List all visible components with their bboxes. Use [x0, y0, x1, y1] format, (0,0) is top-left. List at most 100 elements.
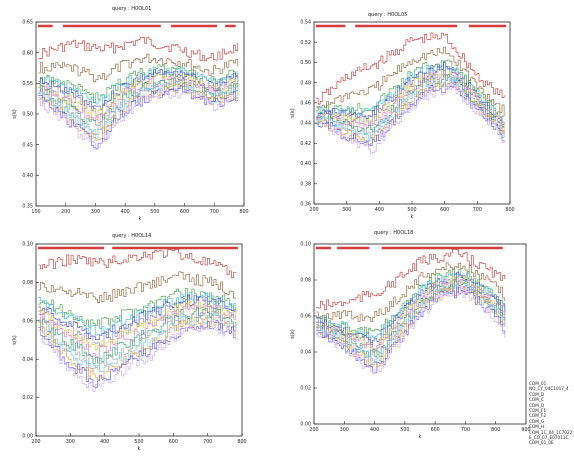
plot-area [35, 21, 245, 207]
y-axis-label: s(k) [12, 109, 18, 118]
y-tick-label: 0.46 [300, 100, 311, 106]
y-tick-label: 0.44 [300, 121, 311, 127]
y-tick-label: 0.00 [22, 434, 33, 440]
series-line [38, 292, 237, 336]
y-tick-label: 0.52 [300, 40, 311, 46]
x-tick-label: 600 [169, 439, 178, 445]
series-line [316, 46, 505, 116]
series-line [38, 89, 239, 149]
y-tick-label: 0.02 [22, 395, 33, 401]
y-tick-label: 0.54 [300, 20, 311, 26]
series-line [38, 310, 237, 370]
x-axis-label: k [419, 434, 422, 440]
series-line [316, 276, 506, 353]
series-line [316, 70, 505, 133]
series-line [38, 66, 239, 105]
series-line [316, 60, 505, 125]
legend-entry: COM_1C_04_1C7022 [529, 429, 573, 435]
chart-title: query : H0OL18 [374, 230, 414, 236]
y-tick-label: 0.55 [22, 81, 33, 87]
series-line [38, 79, 239, 135]
legend-entry: COM_F1 [529, 408, 546, 414]
y-tick-label: 0.04 [22, 357, 33, 363]
series-line [316, 81, 505, 147]
x-tick-label: 600 [431, 427, 440, 433]
legend-entry: COM_01_0E [529, 440, 554, 446]
x-tick-label: 400 [370, 427, 379, 433]
y-tick-label: 0.38 [300, 181, 311, 187]
x-tick-label: 400 [375, 207, 384, 213]
x-tick-label: 200 [31, 439, 40, 445]
series-line [316, 268, 506, 335]
x-tick-label: 700 [461, 427, 470, 433]
x-tick-label: 100 [31, 209, 40, 215]
plot-area [313, 21, 511, 205]
y-tick-label: 0.10 [22, 242, 33, 248]
x-tick-label: 300 [91, 209, 100, 215]
x-tick-label: 200 [309, 427, 318, 433]
legend-entry: COM_01 [529, 381, 547, 386]
series-line [316, 77, 505, 138]
legend-entry: COM_C [529, 397, 544, 403]
x-tick-label: 800 [505, 207, 514, 213]
y-tick-label: 0.48 [300, 80, 311, 86]
chart-legend: COM_01 NO_CY_04C1017_4 COM_D COM_C COM_D COM_… [529, 381, 572, 446]
series-line [316, 288, 506, 374]
x-tick-label: 800 [239, 209, 248, 215]
x-tick-label: 300 [340, 427, 349, 433]
y-tick-label: 0.06 [22, 318, 33, 324]
series-line [316, 283, 506, 365]
series-line [38, 313, 237, 373]
y-tick-label: 0.40 [22, 173, 33, 179]
series-line [38, 320, 237, 392]
y-tick-label: 0.02 [300, 386, 311, 392]
chart-svg: 200 300 400 500 600 700 800 0.00 0.02 0.04 0.06 0.0… [12, 242, 247, 452]
chart-svg: 200 300 400 500 600 700 800 900 0.00 0.02 0.04 0.06… [290, 242, 531, 440]
y-tick-label: 0.50 [22, 112, 33, 118]
chart-title: query : H0OL05 [368, 12, 408, 18]
series-line [316, 262, 506, 322]
x-tick-label: 800 [491, 427, 500, 433]
y-tick-label: 0.50 [300, 60, 311, 66]
x-tick-label: 500 [150, 209, 159, 215]
legend-entry: COM_F2 [529, 413, 546, 419]
y-tick-label: 0.45 [22, 142, 33, 148]
series-line [38, 320, 237, 388]
x-tick-label: 200 [309, 207, 318, 213]
x-tick-label: 400 [100, 439, 109, 445]
y-tick-label: 0.06 [300, 314, 311, 320]
x-axis-label: k [138, 446, 141, 452]
series-line [38, 83, 239, 140]
legend-entry: E_CO_07_E07011C [529, 435, 569, 441]
x-tick-label: 500 [134, 439, 143, 445]
legend-entry: COM_D [529, 402, 545, 408]
legend-entry: NO_CY_04C1017_4 [529, 386, 569, 392]
x-tick-label: 500 [407, 207, 416, 213]
x-tick-label: 300 [342, 207, 351, 213]
chart-title: query : H0OL14 [112, 233, 152, 239]
y-axis-label: s(k) [290, 329, 296, 338]
y-tick-label: 0.00 [300, 422, 311, 428]
x-tick-label: 900 [521, 427, 530, 433]
y-axis-label: s(k) [290, 108, 296, 117]
x-tick-label: 200 [61, 209, 70, 215]
series-line [316, 81, 505, 146]
x-tick-label: 800 [237, 439, 246, 445]
chart-panel-2: query : H0OL05 200 300 400 500 600 700 800 0.36… [280, 0, 574, 228]
series-line [316, 74, 505, 135]
series-line [38, 85, 239, 150]
y-tick-label: 0.60 [22, 50, 33, 56]
x-tick-label: 700 [203, 439, 212, 445]
series-line [316, 32, 505, 105]
series-line [38, 271, 237, 304]
legend-entry: COM_D [529, 391, 545, 397]
x-tick-label: 700 [473, 207, 482, 213]
series-line [38, 307, 237, 364]
chart-panel-3: query : H0OL14 200 300 400 500 600 700 800 0.00… [0, 228, 268, 457]
legend-entry: COM_H [529, 424, 545, 430]
series-line [38, 36, 239, 62]
series-line [316, 249, 506, 311]
x-tick-label: 700 [210, 209, 219, 215]
series-line [38, 301, 237, 350]
y-tick-label: 0.10 [300, 242, 311, 248]
